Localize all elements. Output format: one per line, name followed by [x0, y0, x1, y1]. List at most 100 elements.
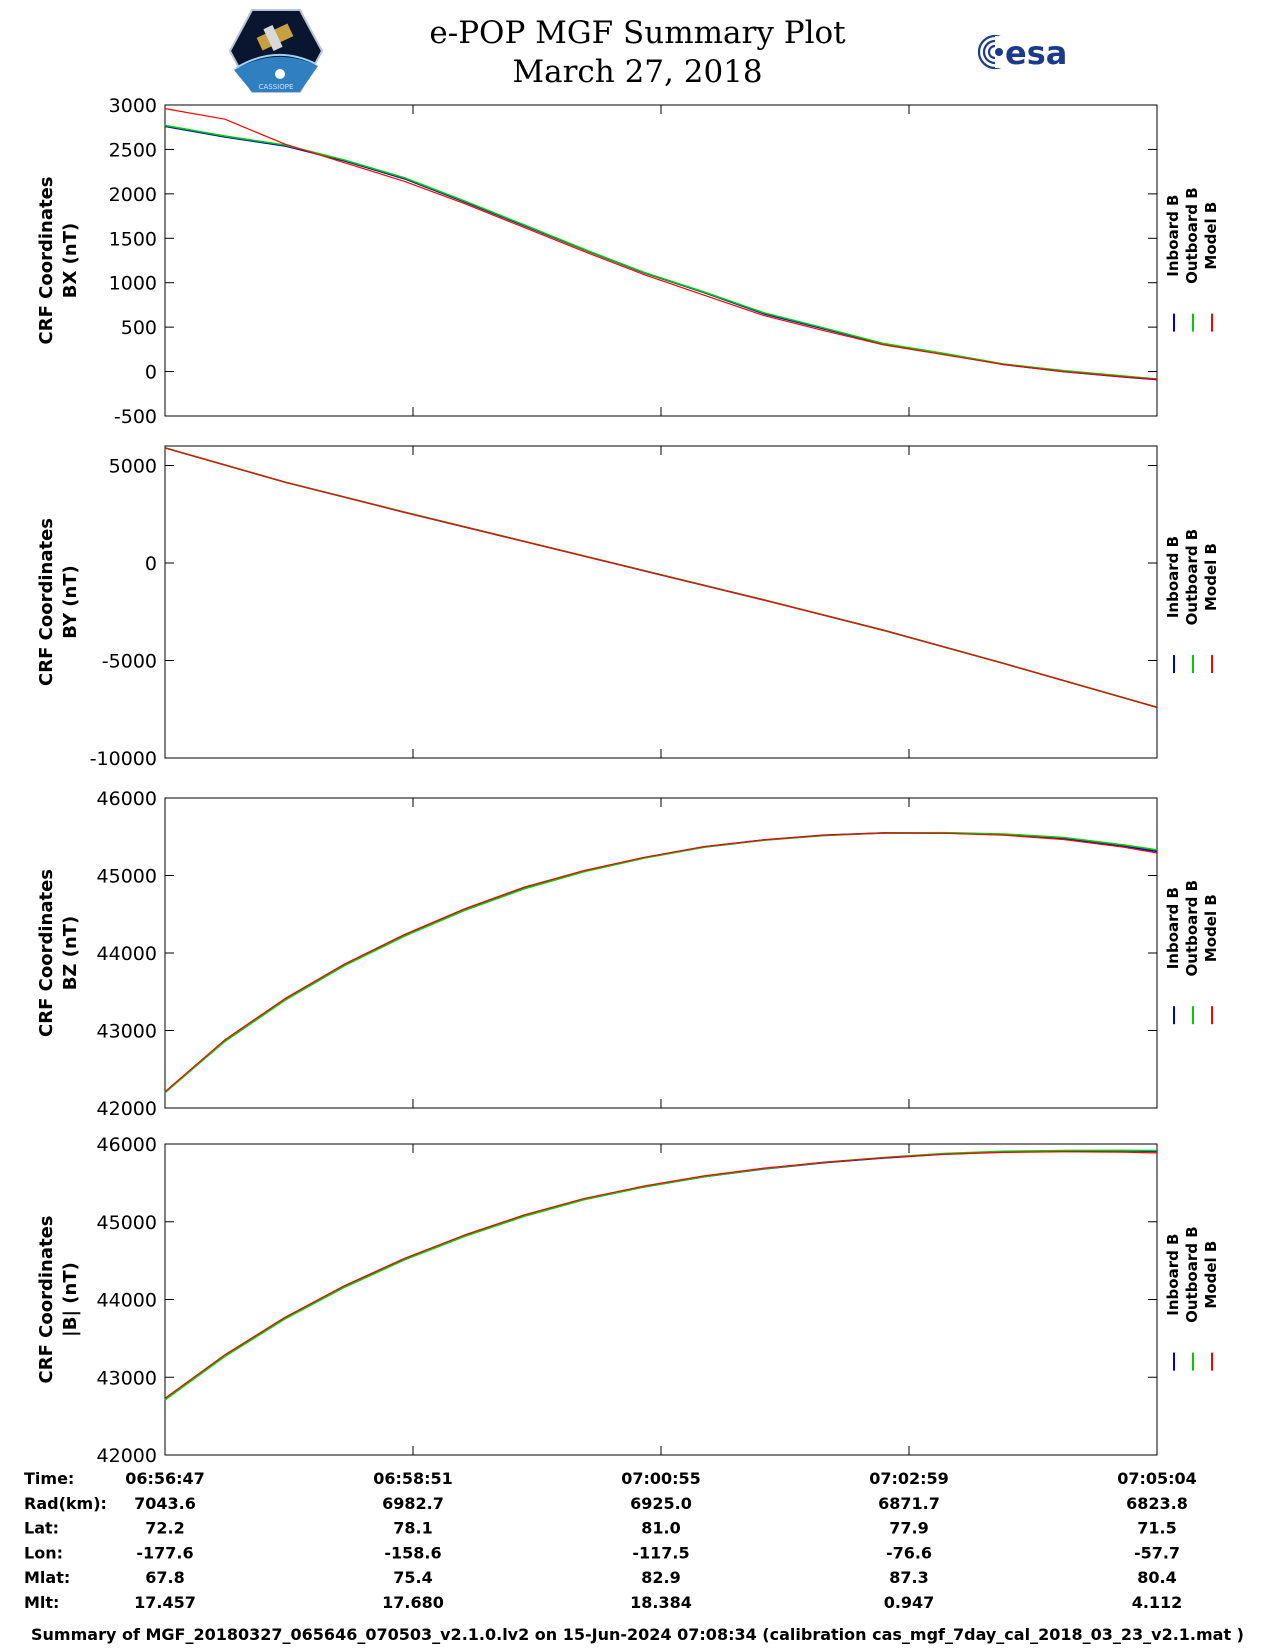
- table-cell: -57.7: [1134, 1543, 1180, 1562]
- table-cell: 77.9: [889, 1519, 928, 1538]
- y-axis-label-line: CRF Coordinates: [36, 177, 57, 345]
- legend: Inboard B Outboard B Model B: [1164, 880, 1220, 1025]
- legend-label: Inboard B: [1164, 195, 1182, 277]
- y-tick-label: 1000: [109, 273, 157, 295]
- y-tick-label: 5000: [109, 456, 157, 478]
- y-axis-label: CRF Coordinates |B| (nT): [36, 1216, 81, 1384]
- series-line-inboard-b: [164, 125, 1158, 381]
- table-row-label: Lat:: [24, 1519, 59, 1538]
- y-tick-label: 0: [145, 553, 157, 575]
- table-cell: 72.2: [145, 1519, 184, 1538]
- series-line-inboard-b: [164, 832, 1158, 1094]
- series-line-model-b: [164, 108, 1158, 380]
- table-cell: 67.8: [145, 1568, 184, 1587]
- table-cell: 87.3: [889, 1568, 928, 1587]
- table-row-label: Lon:: [24, 1543, 63, 1562]
- y-tick-label: 3000: [109, 95, 157, 117]
- y-axis-label-line: CRF Coordinates: [36, 518, 57, 686]
- panel-2: 5000 0 -5000 -10000 CRF Coordinates BY (nT) In…: [36, 445, 1220, 770]
- y-tick-label: 43000: [97, 1021, 157, 1043]
- panel-4: 46000 45000 44000 43000 42000 CRF Coordinates…: [36, 1134, 1220, 1467]
- table-cell: -158.6: [384, 1543, 441, 1562]
- table-cell: 17.680: [382, 1593, 444, 1612]
- series-line-inboard-b: [164, 447, 1158, 709]
- table-cell: 82.9: [641, 1568, 680, 1587]
- legend-label: Inboard B: [1164, 887, 1182, 969]
- y-tick-label: 43000: [97, 1367, 157, 1389]
- series-line-model-b: [164, 1151, 1158, 1399]
- table-cell: 6823.8: [1126, 1494, 1188, 1513]
- table-cell: 6871.7: [878, 1494, 940, 1513]
- y-tick-label: 500: [121, 317, 157, 339]
- series-line-outboard-b: [164, 831, 1158, 1094]
- series-line-outboard-b: [164, 1149, 1158, 1401]
- table-cell: 6925.0: [630, 1494, 692, 1513]
- legend-label: Inboard B: [1164, 536, 1182, 618]
- series-line-outboard-b: [164, 124, 1158, 380]
- y-tick-label: 44000: [97, 1290, 157, 1312]
- y-axis-label: CRF Coordinates BX (nT): [36, 177, 81, 345]
- table-cell: 81.0: [641, 1519, 680, 1538]
- table-row-label: Mlat:: [24, 1568, 70, 1587]
- footer-summary: Summary of MGF_20180327_065646_070503_v2…: [31, 1625, 1244, 1644]
- table-row-label: Mlt:: [24, 1593, 59, 1612]
- orbit-info-table: Time: Rad(km): Lat: Lon: Mlat: Mlt: 06:56:47 70…: [24, 1469, 1197, 1612]
- legend-label: Outboard B: [1183, 187, 1201, 284]
- esa-logo-text: esa: [1005, 34, 1067, 72]
- panel-1: 3000 2500 2000 1500 1000 500 0 -500 CRF Coordina…: [36, 95, 1220, 428]
- table-cell: 78.1: [393, 1519, 432, 1538]
- esa-logo: esa: [977, 34, 1067, 72]
- table-cell: 18.384: [630, 1593, 692, 1612]
- y-tick-label: 1500: [109, 228, 157, 250]
- legend-label: Inboard B: [1164, 1234, 1182, 1316]
- series-line-inboard-b: [164, 1150, 1158, 1400]
- y-axis-label-line: BY (nT): [60, 565, 81, 639]
- legend: Inboard B Outboard B Model B: [1164, 529, 1220, 674]
- legend-label: Outboard B: [1183, 529, 1201, 626]
- table-cell: 06:56:47: [125, 1469, 205, 1488]
- chart-date: March 27, 2018: [512, 54, 763, 90]
- legend: Inboard B Outboard B Model B: [1164, 1226, 1220, 1371]
- table-cell: 6982.7: [382, 1494, 444, 1513]
- table-cell: 0.947: [884, 1593, 935, 1612]
- cassiope-logo: CASSIOPE: [228, 9, 324, 93]
- legend-label: Model B: [1202, 894, 1220, 962]
- table-cell: 75.4: [393, 1568, 432, 1587]
- table-cell: 06:58:51: [373, 1469, 453, 1488]
- logo-caption: CASSIOPE: [259, 83, 294, 91]
- plot-frame: [164, 1143, 1158, 1456]
- legend-label: Outboard B: [1183, 1226, 1201, 1323]
- series-line-model-b: [164, 447, 1158, 708]
- table-cell: 80.4: [1137, 1568, 1176, 1587]
- table-row-label: Rad(km):: [24, 1494, 107, 1513]
- legend-label: Model B: [1202, 202, 1220, 270]
- y-tick-label: 45000: [97, 866, 157, 888]
- y-tick-label: 44000: [97, 943, 157, 965]
- y-tick-label: -5000: [102, 651, 157, 673]
- series-line-outboard-b: [164, 447, 1158, 709]
- table-cell: 7043.6: [134, 1494, 196, 1513]
- legend-label: Model B: [1202, 543, 1220, 611]
- y-tick-label: 2000: [109, 184, 157, 206]
- y-tick-label: 46000: [97, 1134, 157, 1156]
- table-cell: 07:00:55: [621, 1469, 701, 1488]
- plot-frame: [164, 445, 1158, 759]
- panel-3: 46000 45000 44000 43000 42000 CRF Coordinates…: [36, 788, 1220, 1120]
- y-tick-label: -500: [114, 406, 157, 428]
- y-tick-label: 0: [145, 362, 157, 384]
- legend-label: Outboard B: [1183, 880, 1201, 977]
- y-tick-label: -10000: [90, 748, 157, 770]
- table-cell: 07:05:04: [1117, 1469, 1197, 1488]
- y-axis-label: CRF Coordinates BY (nT): [36, 518, 81, 686]
- table-cell: 71.5: [1137, 1519, 1176, 1538]
- y-tick-label: 45000: [97, 1212, 157, 1234]
- y-axis-label-line: BX (nT): [60, 223, 81, 298]
- series-line-model-b: [164, 832, 1158, 1093]
- y-axis-label: CRF Coordinates BZ (nT): [36, 869, 81, 1037]
- y-axis-label-line: |B| (nT): [60, 1262, 81, 1337]
- chart-title: e-POP MGF Summary Plot: [429, 15, 846, 51]
- table-cell: 07:02:59: [869, 1469, 949, 1488]
- legend: Inboard B Outboard B Model B: [1164, 187, 1220, 332]
- y-axis-label-line: CRF Coordinates: [36, 1216, 57, 1384]
